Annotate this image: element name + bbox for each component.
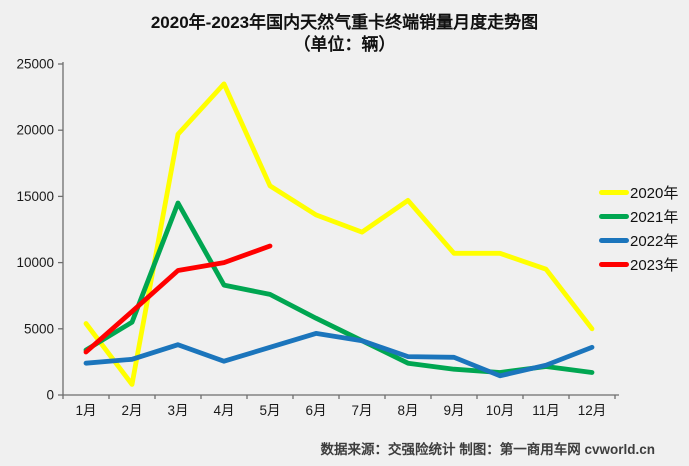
legend-label: 2022年 xyxy=(630,232,679,250)
chart-title-line1: 2020年-2023年国内天然气重卡终端销量月度走势图 xyxy=(150,13,539,32)
x-tick-label: 8月 xyxy=(397,403,418,418)
x-tick-label: 11月 xyxy=(532,403,560,418)
source-note: 数据来源：交强险统计 制图：第一商用车网 cvworld.cn xyxy=(320,442,655,457)
legend-item-2022年: 2022年 xyxy=(599,232,687,250)
legend-line-swatch xyxy=(599,237,629,243)
series-line-2021年 xyxy=(83,200,595,375)
x-tick-label: 9月 xyxy=(443,403,464,418)
chart-title-line2: （单位：辆） xyxy=(293,35,396,54)
x-tick-label: 2月 xyxy=(121,403,142,418)
x-tick-label: 6月 xyxy=(305,403,326,418)
x-tick-label: 5月 xyxy=(259,403,280,418)
legend-item-2021年: 2021年 xyxy=(599,208,687,226)
x-tick-label: 12月 xyxy=(578,403,607,418)
x-tick-label: 3月 xyxy=(167,403,188,418)
legend-line-swatch xyxy=(599,213,629,219)
legend-line-swatch xyxy=(599,189,629,195)
x-tick-label: 4月 xyxy=(213,403,234,418)
chart-legend: 2020年 2021年 2022年 2023年 xyxy=(599,184,687,274)
y-tick-label: 10000 xyxy=(16,255,54,270)
y-tick-label: 20000 xyxy=(16,123,54,138)
x-tick-label: 10月 xyxy=(486,403,515,418)
series-line-2023年 xyxy=(83,243,273,355)
y-tick-label: 15000 xyxy=(16,189,54,204)
x-tick-label: 7月 xyxy=(351,403,372,418)
legend-label: 2023年 xyxy=(630,256,679,274)
y-tick-label: 5000 xyxy=(24,321,54,336)
series-line-2020年 xyxy=(83,81,595,387)
series-line-2022年 xyxy=(83,330,595,379)
x-tick-label: 1月 xyxy=(75,403,96,418)
y-tick-label: 25000 xyxy=(16,57,54,72)
legend-label: 2020年 xyxy=(630,184,679,202)
y-tick-label: 0 xyxy=(46,388,54,403)
legend-label: 2021年 xyxy=(630,208,679,226)
chart-title: 2020年-2023年国内天然气重卡终端销量月度走势图 （单位：辆） xyxy=(0,12,689,56)
legend-line-swatch xyxy=(599,261,629,267)
legend-item-2023年: 2023年 xyxy=(599,256,687,274)
legend-item-2020年: 2020年 xyxy=(599,184,687,202)
